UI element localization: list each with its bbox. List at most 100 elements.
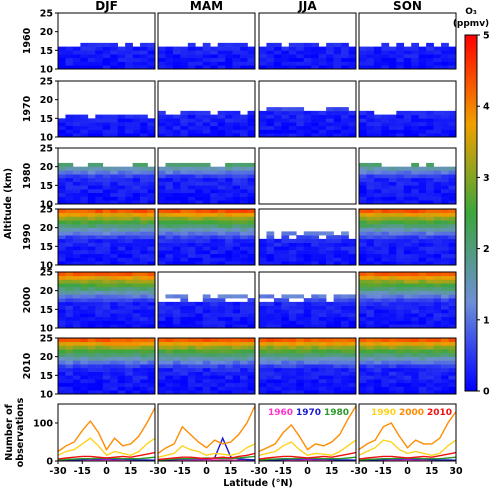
heatmap-cell: [140, 212, 148, 217]
heatmap-cell: [165, 371, 174, 376]
heatmap-cell: [158, 250, 166, 255]
heatmap-panel: JJA: [258, 0, 357, 70]
heatmap-cell: [140, 231, 148, 236]
heatmap-cell: [58, 316, 66, 321]
heatmap-cell: [333, 46, 342, 51]
heatmap-cell: [426, 324, 434, 329]
heatmap-cell: [426, 253, 434, 258]
heatmap-cell: [165, 133, 174, 138]
heatmap-cell: [180, 320, 189, 325]
heatmap-cell: [411, 220, 419, 225]
heatmap-cell: [187, 216, 196, 221]
heatmap-cell: [311, 133, 319, 138]
heatmap-cell: [110, 360, 118, 365]
heatmap-cell: [87, 61, 96, 66]
heatmap-cell: [448, 345, 457, 350]
heatmap-cell: [95, 360, 104, 365]
heatmap-cell: [132, 192, 141, 197]
heatmap-cell: [448, 212, 457, 217]
heatmap-cell: [132, 379, 141, 384]
heatmap-cell: [441, 185, 449, 190]
heatmap-cell: [132, 65, 141, 70]
heatmap-cell: [441, 272, 449, 277]
heatmap-cell: [125, 170, 133, 175]
heatmap-cell: [303, 235, 312, 240]
heatmap-cell: [117, 305, 126, 310]
heatmap-cell: [65, 242, 74, 247]
heatmap-cell: [95, 238, 104, 243]
y-tick-label: 20: [40, 162, 54, 173]
heatmap-cell: [348, 253, 357, 258]
heatmap-cell: [333, 235, 342, 240]
heatmap-cell: [281, 294, 290, 299]
heatmap-cell: [102, 324, 111, 329]
heatmap-cell: [147, 298, 156, 303]
heatmap-cell: [102, 379, 111, 384]
heatmap-cell: [396, 345, 405, 350]
heatmap-cell: [110, 220, 118, 225]
heatmap-cell: [403, 209, 412, 214]
heatmap-cell: [195, 212, 204, 217]
heatmap-cell: [388, 185, 397, 190]
heatmap-cell: [311, 352, 319, 357]
heatmap-cell: [388, 174, 397, 179]
heatmap-cell: [87, 250, 96, 255]
panel-frame: [258, 12, 357, 70]
heatmap-cell: [266, 382, 275, 387]
heatmap-cell: [411, 294, 419, 299]
heatmap-cell: [418, 181, 427, 186]
heatmap-cell: [87, 386, 96, 391]
heatmap-cell: [359, 338, 367, 343]
heatmap-cell: [441, 238, 449, 243]
heatmap-cell: [418, 375, 427, 380]
heatmap-panel: [358, 271, 457, 329]
heatmap-cell: [195, 257, 204, 262]
heatmap-cell: [102, 250, 111, 255]
heatmap-cell: [58, 118, 66, 123]
heatmap-cell: [403, 216, 412, 221]
heatmap-cell: [147, 231, 156, 236]
heatmap-cell: [373, 170, 382, 175]
heatmap-cell: [403, 386, 412, 391]
heatmap-cell: [396, 54, 405, 59]
heatmap-cell: [341, 65, 349, 70]
heatmap-cell: [147, 360, 156, 365]
heatmap-cell: [396, 338, 405, 343]
heatmap-cell: [418, 110, 427, 115]
heatmap-cell: [58, 231, 66, 236]
heatmap-cell: [140, 261, 148, 266]
heatmap-cell: [65, 294, 74, 299]
heatmap-cell: [288, 301, 297, 306]
heatmap-cell: [58, 345, 66, 350]
heatmap-cell: [125, 227, 133, 232]
heatmap-cell: [65, 133, 74, 138]
heatmap-cell: [180, 338, 189, 343]
heatmap-cell: [396, 253, 405, 258]
heatmap-cell: [87, 174, 96, 179]
heatmap-cell: [87, 223, 96, 228]
heatmap-cell: [318, 301, 327, 306]
heatmap-cell: [426, 65, 434, 70]
heatmap-cell: [411, 227, 419, 232]
heatmap-cell: [373, 272, 382, 277]
heatmap-cell: [326, 50, 334, 55]
heatmap-cell: [172, 338, 181, 343]
heatmap-cell: [341, 42, 349, 47]
heatmap-cell: [281, 65, 290, 70]
heatmap-cell: [87, 345, 96, 350]
heatmap-cell: [87, 313, 96, 318]
heatmap-cell: [95, 196, 104, 201]
heatmap-cell: [411, 174, 419, 179]
heatmap-cell: [87, 166, 96, 171]
heatmap-cell: [403, 309, 412, 314]
heatmap-cell: [225, 242, 233, 247]
heatmap-cell: [240, 57, 248, 62]
heatmap-cell: [281, 371, 290, 376]
heatmap-cell: [195, 50, 204, 55]
heatmap-cell: [247, 212, 256, 217]
heatmap-cell: [65, 181, 74, 186]
heatmap-cell: [132, 174, 141, 179]
heatmap-cell: [433, 364, 442, 369]
heatmap-cell: [266, 114, 275, 119]
heatmap-cell: [296, 46, 305, 51]
